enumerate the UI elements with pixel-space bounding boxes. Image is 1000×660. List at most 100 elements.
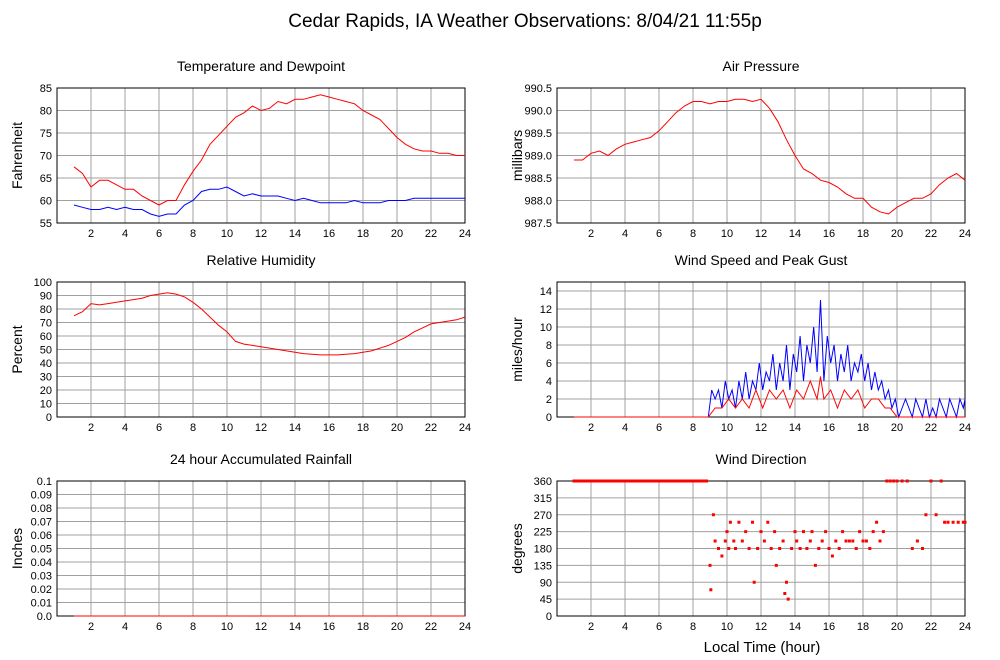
x-tick-label: 4 <box>622 621 628 633</box>
data-point <box>817 547 821 550</box>
shared-x-axis-label: Local Time (hour) <box>704 639 821 656</box>
x-tick-label: 22 <box>425 621 437 633</box>
data-point <box>851 539 855 543</box>
y-tick-label: 90 <box>540 577 552 589</box>
data-point <box>915 539 919 543</box>
data-point <box>871 530 875 534</box>
x-tick-label: 20 <box>891 228 903 240</box>
data-point <box>762 539 766 543</box>
data-point <box>961 520 965 524</box>
data-point <box>963 520 967 524</box>
series-line-0 <box>73 292 466 356</box>
plot-frame <box>556 281 966 418</box>
y-tick-label: 60 <box>40 196 52 208</box>
data-point <box>905 479 909 483</box>
chart-title: 24 hour Accumulated Rainfall <box>170 451 352 467</box>
x-tick-label: 4 <box>622 422 628 434</box>
data-point <box>805 547 809 550</box>
data-point <box>785 580 788 584</box>
x-tick-label: 14 <box>289 228 301 240</box>
data-point <box>820 539 824 543</box>
x-tick-label: 12 <box>755 621 767 633</box>
data-point <box>793 530 797 534</box>
y-tick-label: 100 <box>34 277 52 289</box>
data-point <box>708 563 712 567</box>
x-tick-label: 8 <box>190 228 196 240</box>
y-tick-label: 85 <box>40 83 52 95</box>
x-tick-label: 12 <box>255 621 267 633</box>
y-tick-label: 0.03 <box>31 571 52 583</box>
x-tick-label: 6 <box>156 621 162 633</box>
x-tick-label: 18 <box>357 228 369 240</box>
y-tick-label: 75 <box>40 128 52 140</box>
x-tick-label: 8 <box>690 228 696 240</box>
y-tick-label: 988.5 <box>524 173 552 185</box>
y-axis-label: millibars <box>509 130 525 181</box>
data-point <box>737 520 741 524</box>
data-point <box>740 539 744 543</box>
x-tick-label: 22 <box>925 422 937 434</box>
x-tick-label: 20 <box>391 422 403 434</box>
x-tick-label: 6 <box>156 228 162 240</box>
x-tick-label: 8 <box>190 422 196 434</box>
plot-frame <box>556 480 966 617</box>
series-line-0 <box>73 94 465 206</box>
x-tick-label: 6 <box>656 621 662 633</box>
data-point <box>713 539 717 543</box>
y-tick-label: 70 <box>40 151 52 163</box>
data-point <box>956 520 960 524</box>
x-tick-label: 18 <box>857 228 869 240</box>
chart-title: Temperature and Dewpoint <box>177 58 345 74</box>
chart-title: Relative Humidity <box>207 252 316 268</box>
x-tick-label: 20 <box>891 621 903 633</box>
x-tick-label: 12 <box>755 228 767 240</box>
data-point <box>847 539 851 543</box>
y-tick-label: 45 <box>540 594 552 606</box>
chart-title: Wind Direction <box>715 451 806 467</box>
data-point <box>946 520 950 524</box>
data-point <box>709 588 713 592</box>
y-tick-label: 65 <box>40 173 52 185</box>
data-point <box>752 580 756 584</box>
chart-title: Air Pressure <box>722 58 799 74</box>
data-point <box>878 539 882 543</box>
data-point <box>934 513 938 517</box>
x-tick-label: 2 <box>588 228 594 240</box>
x-tick-label: 12 <box>255 228 267 240</box>
series-line-0 <box>574 299 966 419</box>
y-tick-label: 8 <box>546 340 552 352</box>
y-tick-label: 90 <box>40 291 52 303</box>
x-tick-label: 16 <box>323 228 335 240</box>
data-point <box>888 479 892 483</box>
x-tick-label: 18 <box>357 422 369 434</box>
data-point <box>824 530 828 534</box>
y-tick-label: 4 <box>546 376 552 388</box>
x-tick-label: 14 <box>289 422 301 434</box>
data-point <box>756 547 760 550</box>
x-tick-label: 16 <box>823 228 835 240</box>
x-tick-label: 24 <box>959 621 971 633</box>
x-tick-label: 10 <box>221 422 233 434</box>
y-tick-label: 0 <box>546 611 552 623</box>
y-axis-label: Fahrenheit <box>9 122 25 189</box>
x-tick-label: 24 <box>959 228 971 240</box>
y-tick-label: 989.5 <box>524 128 552 140</box>
x-tick-label: 22 <box>425 422 437 434</box>
x-tick-label: 4 <box>122 621 128 633</box>
data-point <box>786 597 790 601</box>
data-point <box>802 530 805 534</box>
data-point <box>875 520 879 524</box>
y-tick-label: 0.01 <box>31 598 52 610</box>
x-tick-label: 14 <box>789 228 801 240</box>
y-tick-label: 70 <box>40 318 52 330</box>
x-tick-label: 12 <box>255 422 267 434</box>
x-tick-label: 24 <box>459 228 471 240</box>
data-point <box>910 547 914 550</box>
y-tick-label: 0.06 <box>31 530 52 542</box>
x-tick-label: 16 <box>323 422 335 434</box>
data-point <box>827 547 831 550</box>
chart-title: Wind Speed and Peak Gust <box>675 252 848 268</box>
